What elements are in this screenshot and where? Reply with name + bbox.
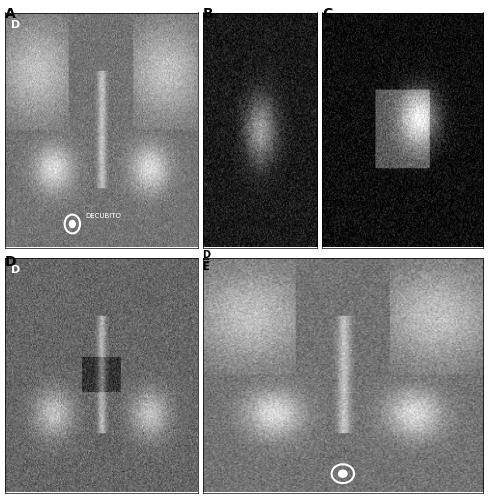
Text: DECUBITO: DECUBITO bbox=[86, 214, 122, 220]
Text: D: D bbox=[11, 20, 20, 30]
Text: D: D bbox=[203, 250, 210, 260]
Circle shape bbox=[339, 470, 347, 477]
Text: D: D bbox=[11, 264, 20, 274]
Circle shape bbox=[69, 220, 75, 228]
Text: =: = bbox=[203, 256, 209, 265]
Text: B: B bbox=[203, 8, 213, 22]
Text: C: C bbox=[322, 8, 332, 22]
Text: E: E bbox=[203, 262, 209, 272]
Text: D: D bbox=[5, 255, 17, 269]
Text: A: A bbox=[5, 8, 16, 22]
